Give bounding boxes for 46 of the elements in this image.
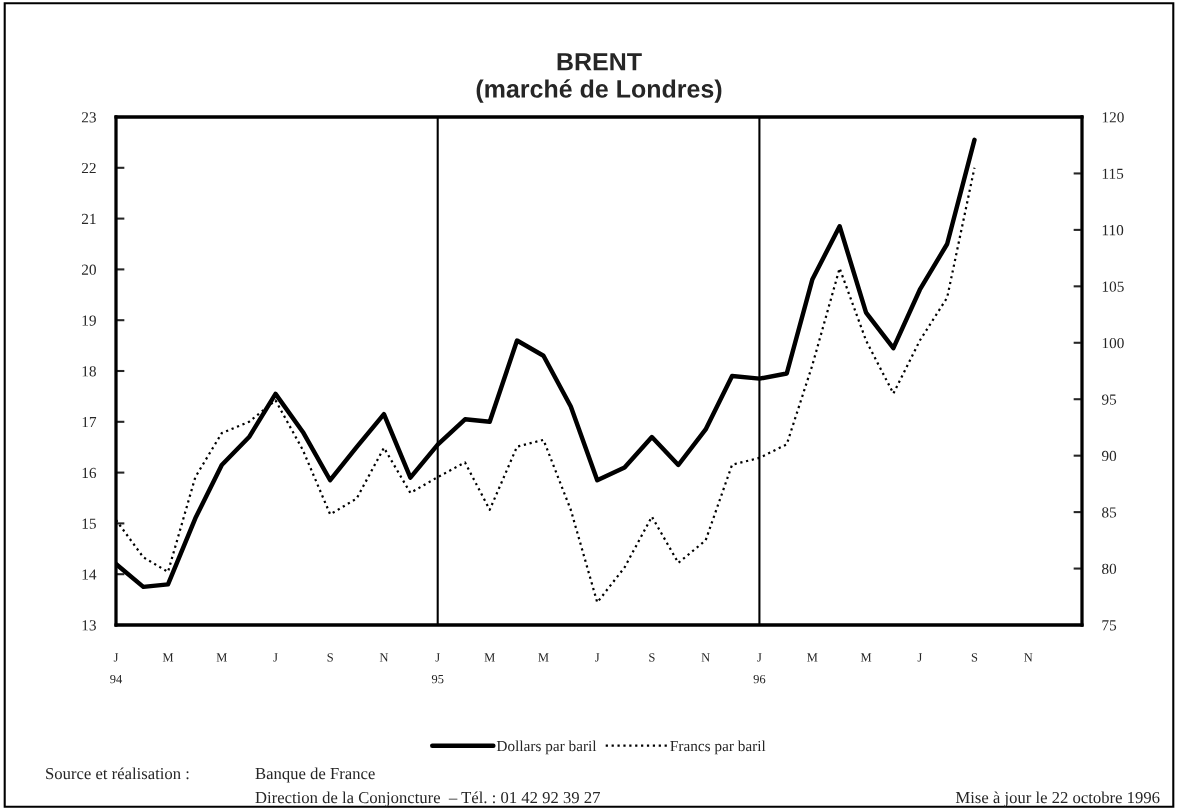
x-tick-label: J — [273, 653, 278, 662]
y-tick-label: 15 — [82, 518, 96, 529]
y-tick-label: 22 — [81, 162, 96, 174]
x-tick-label: S — [971, 653, 978, 662]
legend-label: Dollars par baril — [496, 740, 597, 755]
y-tick-label: 18 — [82, 366, 96, 377]
x-tick-label: M — [538, 653, 549, 662]
x-tick-label: N — [379, 653, 389, 662]
x-tick-label: J 94 — [110, 653, 123, 684]
x-tick-label: M — [860, 653, 872, 662]
y2-tick-label: 75 — [1102, 620, 1117, 631]
y-tick-label: 20 — [81, 264, 96, 275]
y2-tick-label: 105 — [1102, 281, 1124, 292]
y2-tick-label: 85 — [1102, 507, 1117, 518]
x-tick-label: J 95 — [431, 653, 444, 684]
text: Banque de France — [255, 767, 375, 783]
legend-label: Francs par baril — [670, 740, 766, 755]
x-tick-label: J 96 — [753, 653, 766, 684]
x-tick-label: J — [595, 653, 600, 662]
x-tick-label: S — [649, 653, 655, 662]
y2-tick-label: 120 — [1102, 112, 1124, 123]
x-tick-label: M — [162, 653, 174, 662]
x-tick-label: J — [917, 653, 922, 662]
y2-tick-label: 110 — [1102, 225, 1124, 236]
x-tick-label: S — [327, 653, 333, 662]
y-tick-label: 14 — [82, 569, 97, 580]
text: Direction de la Conjoncture – Tél. : 01 42 92 39 27 — [255, 791, 600, 807]
y-tick-label: 17 — [82, 417, 97, 428]
text: Mise à jour le 22 octobre 1996 — [955, 791, 1160, 807]
x-tick-label: M — [216, 653, 227, 662]
y-tick-label: 19 — [82, 315, 96, 326]
y-tick-label: 21 — [81, 213, 96, 224]
y2-tick-label: 80 — [1102, 563, 1117, 575]
y-tick-label: 13 — [82, 620, 96, 631]
x-tick-label: M — [484, 653, 495, 662]
y2-tick-label: 115 — [1102, 168, 1124, 179]
x-tick-label: M — [807, 653, 818, 662]
y-tick-label: 23 — [81, 112, 96, 123]
y2-tick-label: 95 — [1101, 394, 1117, 405]
chart-title: BRENT (marché de Londres) — [476, 53, 722, 103]
x-tick-label: N — [1024, 653, 1033, 662]
y-tick-label: 16 — [82, 467, 97, 479]
source-note: Source et réalisation : — [46, 767, 189, 780]
y2-tick-label: 100 — [1102, 337, 1124, 349]
y2-tick-label: 90 — [1101, 450, 1117, 462]
x-tick-label: N — [701, 653, 710, 662]
